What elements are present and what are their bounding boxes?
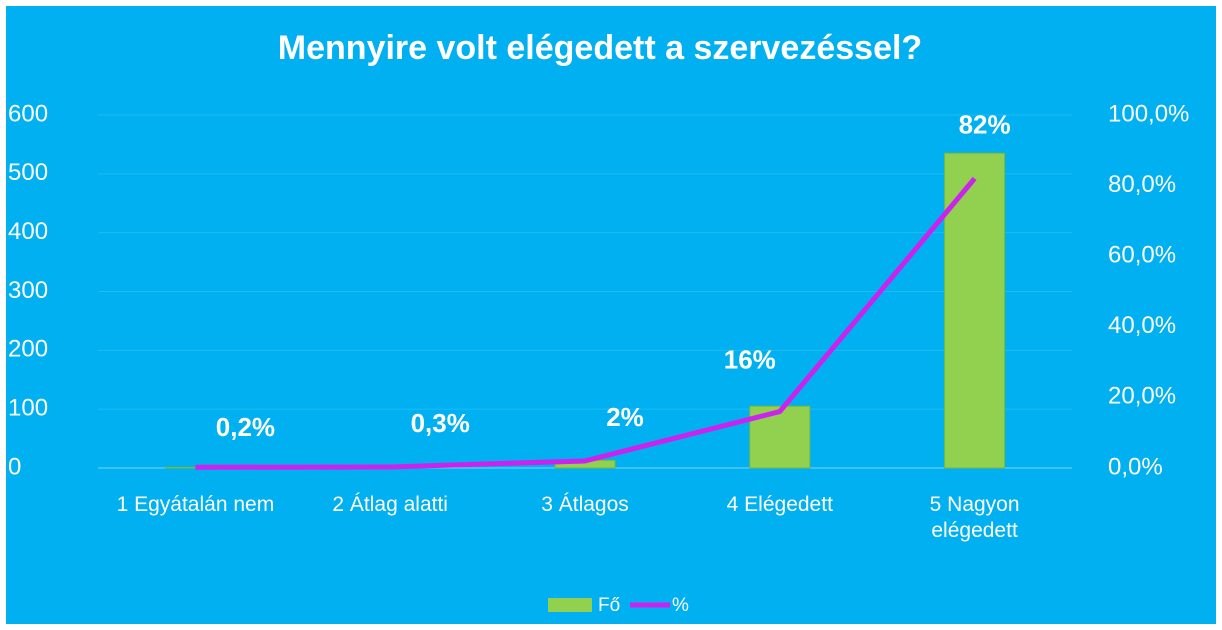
data-label: 16% [724, 344, 776, 374]
y-tick-label: 400 [8, 218, 48, 245]
y-tick-label: 0 [8, 453, 21, 480]
y-tick-label: 100 [8, 395, 48, 422]
x-tick-label: 5 Nagyon elégedett [929, 493, 1020, 542]
x-tick-label: 1 Egyátalán nem [116, 493, 275, 516]
y2-tick-label: 0,0% [1108, 453, 1163, 480]
data-label: 0,2% [216, 412, 275, 442]
y2-tick-label: 20,0% [1108, 383, 1176, 410]
legend-label: Fő [598, 595, 620, 616]
line [195, 176, 977, 470]
data-label: 82% [959, 109, 1011, 139]
y-tick-label: 200 [8, 336, 48, 363]
x-tick-label: 4 Elégedett [726, 493, 833, 516]
y-tick-label: 300 [8, 277, 48, 304]
legend-label: % [672, 595, 689, 616]
chart-title: Mennyire volt elégedett a szervezéssel? [278, 29, 922, 67]
y2-tick-label: 100,0% [1108, 100, 1189, 127]
chart-background [6, 6, 1216, 624]
y-tick-label: 600 [8, 100, 48, 127]
y2-tick-label: 60,0% [1108, 242, 1176, 269]
legend-swatch [548, 598, 592, 612]
x-tick-label: 3 Átlagos [541, 493, 629, 516]
x-tick-label: 2 Átlag alatti [332, 493, 448, 516]
data-label: 0,3% [411, 408, 470, 438]
data-label: 2% [606, 402, 644, 432]
y2-tick-label: 40,0% [1108, 312, 1176, 339]
y2-tick-label: 80,0% [1108, 171, 1176, 198]
y-tick-label: 500 [8, 159, 48, 186]
